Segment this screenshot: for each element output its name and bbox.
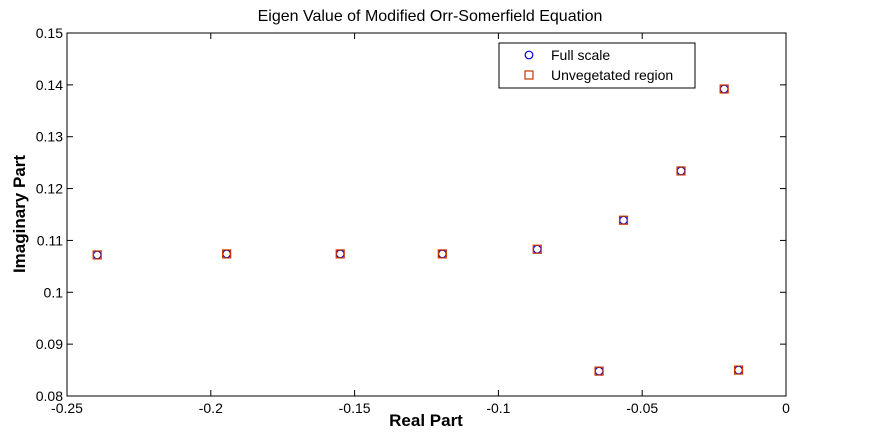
x-axis-label: Real Part — [389, 411, 463, 430]
y-tick-label: 0.1 — [44, 284, 64, 300]
legend-label-full-scale: Full scale — [551, 47, 610, 63]
legend: Full scale Unvegetated region — [498, 42, 696, 89]
data-point-unvegetated-region — [532, 244, 542, 254]
data-point-unvegetated-region — [733, 365, 744, 375]
legend-marker-full-scale — [524, 50, 534, 60]
y-tick-label: 0.09 — [36, 336, 63, 352]
legend-label-unvegetated-region: Unvegetated region — [551, 67, 673, 83]
plot-area — [66, 32, 787, 397]
y-tick-label: 0.13 — [36, 129, 63, 145]
data-markers — [92, 84, 744, 376]
data-point-unvegetated-region — [335, 249, 345, 259]
legend-box — [498, 42, 696, 89]
legend-marker-unvegetated-region — [524, 70, 534, 80]
x-tick-label: -0.05 — [626, 400, 658, 416]
data-point-unvegetated-region — [594, 366, 604, 376]
x-tick-label: 0 — [782, 400, 790, 416]
data-point-unvegetated-region — [437, 249, 447, 259]
y-axis-label: Imaginary Part — [10, 155, 29, 273]
data-point-unvegetated-region — [719, 84, 729, 94]
x-tick-label: -0.15 — [339, 400, 371, 416]
data-point-unvegetated-region — [92, 250, 102, 260]
data-point-unvegetated-region — [222, 249, 232, 259]
chart-title: Eigen Value of Modified Orr-Somerfield E… — [258, 8, 603, 25]
y-tick-label: 0.08 — [36, 388, 63, 404]
x-tick-label: -0.2 — [199, 400, 223, 416]
x-tick-label: -0.1 — [486, 400, 510, 416]
data-point-unvegetated-region — [618, 215, 629, 225]
y-tick-label: 0.14 — [36, 77, 63, 93]
x-axis: -0.25 -0.2 -0.15 -0.1 -0.05 0 — [51, 33, 790, 416]
x-tick-label: -0.25 — [51, 400, 83, 416]
y-axis: 0.08 0.09 0.1 0.11 0.12 0.13 0.14 0.15 — [36, 25, 786, 404]
y-tick-label: 0.15 — [36, 25, 63, 41]
y-tick-label: 0.11 — [37, 232, 63, 248]
data-point-unvegetated-region — [676, 166, 686, 176]
y-tick-label: 0.12 — [36, 181, 63, 197]
